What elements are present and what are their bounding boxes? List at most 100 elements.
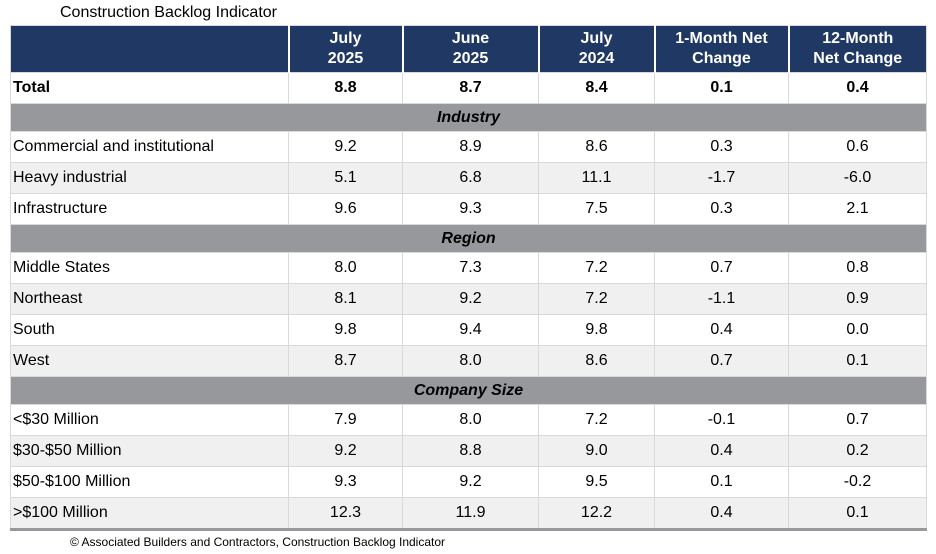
value-cell-june-2025: 8.8 [402, 435, 539, 467]
column-header-june-2025: June 2025 [401, 25, 539, 73]
column-header-july-2025: July 2025 [287, 25, 403, 73]
value-cell-july-2024: 7.2 [538, 404, 655, 436]
column-header-1-month-net-change: 1-Month Net Change [653, 25, 789, 73]
source-attribution: © Associated Builders and Contractors, C… [70, 535, 446, 549]
value-cell-1-month-net-change: 0.7 [654, 252, 789, 284]
row-label: $50-$100 Million [10, 466, 289, 498]
value-cell-july-2024: 9.0 [538, 435, 655, 467]
table-row-middle-states: Middle States 8.0 7.3 7.2 0.7 0.8 [10, 252, 927, 284]
value-cell-july-2025: 8.0 [288, 252, 403, 284]
value-cell-july-2024: 8.6 [538, 131, 655, 163]
row-label: Total [10, 72, 289, 104]
value-cell-12-month-net-change: 0.0 [788, 314, 927, 346]
value-cell-july-2024: 7.5 [538, 193, 655, 225]
value-cell-july-2025: 9.6 [288, 193, 403, 225]
section-header-company-size: Company Size [10, 376, 927, 405]
value-cell-1-month-net-change: 0.7 [654, 345, 789, 377]
value-cell-july-2024: 9.5 [538, 466, 655, 498]
page: Construction Backlog Indicator July 2025 J… [0, 4, 936, 554]
value-cell-12-month-net-change: 0.7 [788, 404, 927, 436]
value-cell-june-2025: 11.9 [402, 497, 539, 530]
value-cell-june-2025: 9.4 [402, 314, 539, 346]
value-cell-12-month-net-change: -0.2 [788, 466, 927, 498]
row-label: Northeast [10, 283, 289, 315]
value-cell-june-2025: 9.2 [402, 466, 539, 498]
value-cell-june-2025: 9.3 [402, 193, 539, 225]
value-cell-july-2024: 11.1 [538, 162, 655, 194]
section-band-company-size: Company Size [10, 376, 927, 405]
value-cell-12-month-net-change: 0.1 [788, 497, 927, 530]
row-label: $30-$50 Million [10, 435, 289, 467]
value-cell-12-month-net-change: 0.2 [788, 435, 927, 467]
value-cell-june-2025: 6.8 [402, 162, 539, 194]
table-row-30-million: <$30 Million 7.9 8.0 7.2 -0.1 0.7 [10, 404, 927, 436]
value-cell-12-month-net-change: 0.9 [788, 283, 927, 315]
value-cell-july-2024: 9.8 [538, 314, 655, 346]
value-cell-june-2025: 9.2 [402, 283, 539, 315]
column-header-july-2024: July 2024 [537, 25, 655, 73]
value-cell-july-2025: 9.3 [288, 466, 403, 498]
value-cell-june-2025: 8.0 [402, 345, 539, 377]
value-cell-1-month-net-change: -1.7 [654, 162, 789, 194]
table-row-northeast: Northeast 8.1 9.2 7.2 -1.1 0.9 [10, 283, 927, 315]
row-label: West [10, 345, 289, 377]
value-cell-july-2025: 7.9 [288, 404, 403, 436]
value-cell-1-month-net-change: 0.1 [654, 466, 789, 498]
table-row-commercial-and-institutional: Commercial and institutional 9.2 8.9 8.6 0.3… [10, 131, 927, 163]
section-band-region: Region [10, 224, 927, 253]
table-row-total: Total 8.8 8.7 8.4 0.1 0.4 [10, 72, 927, 104]
row-label: Middle States [10, 252, 289, 284]
value-cell-july-2025: 8.1 [288, 283, 403, 315]
value-cell-1-month-net-change: 0.4 [654, 435, 789, 467]
value-cell-12-month-net-change: 2.1 [788, 193, 927, 225]
value-cell-1-month-net-change: -0.1 [654, 404, 789, 436]
value-cell-july-2025: 5.1 [288, 162, 403, 194]
value-cell-1-month-net-change: 0.3 [654, 131, 789, 163]
table-header-row: July 2025 June 2025 July 2024 1-Month Net Chang… [10, 25, 927, 73]
column-header-12-month-net-change: 12-Month Net Change [787, 25, 927, 73]
value-cell-july-2025: 9.8 [288, 314, 403, 346]
value-cell-1-month-net-change: 0.1 [654, 72, 789, 104]
value-cell-july-2025: 8.8 [288, 72, 403, 104]
page-title: Construction Backlog Indicator [60, 4, 277, 21]
value-cell-july-2024: 7.2 [538, 252, 655, 284]
value-cell-12-month-net-change: 0.1 [788, 345, 927, 377]
row-label: <$30 Million [10, 404, 289, 436]
value-cell-1-month-net-change: 0.4 [654, 497, 789, 530]
table-row-30-50-million: $30-$50 Million 9.2 8.8 9.0 0.4 0.2 [10, 435, 927, 467]
value-cell-12-month-net-change: 0.6 [788, 131, 927, 163]
row-label: Commercial and institutional [10, 131, 289, 163]
value-cell-july-2024: 7.2 [538, 283, 655, 315]
table-row-infrastructure: Infrastructure 9.6 9.3 7.5 0.3 2.1 [10, 193, 927, 225]
table-row-50-100-million: $50-$100 Million 9.3 9.2 9.5 0.1 -0.2 [10, 466, 927, 498]
row-label: >$100 Million [10, 497, 289, 530]
row-label: Infrastructure [10, 193, 289, 225]
value-cell-1-month-net-change: -1.1 [654, 283, 789, 315]
value-cell-july-2025: 12.3 [288, 497, 403, 530]
value-cell-july-2025: 8.7 [288, 345, 403, 377]
row-label: Heavy industrial [10, 162, 289, 194]
table-row-west: West 8.7 8.0 8.6 0.7 0.1 [10, 345, 927, 377]
value-cell-july-2024: 8.4 [538, 72, 655, 104]
value-cell-12-month-net-change: 0.8 [788, 252, 927, 284]
table-row-100-million: >$100 Million 12.3 11.9 12.2 0.4 0.1 [10, 497, 927, 530]
value-cell-july-2024: 12.2 [538, 497, 655, 530]
value-cell-1-month-net-change: 0.4 [654, 314, 789, 346]
table-row-heavy-industrial: Heavy industrial 5.1 6.8 11.1 -1.7 -6.0 [10, 162, 927, 194]
row-label-column-header [10, 25, 289, 73]
value-cell-july-2025: 9.2 [288, 131, 403, 163]
section-header-region: Region [10, 224, 927, 253]
value-cell-12-month-net-change: -6.0 [788, 162, 927, 194]
value-cell-june-2025: 7.3 [402, 252, 539, 284]
value-cell-12-month-net-change: 0.4 [788, 72, 927, 104]
row-label: South [10, 314, 289, 346]
section-band-industry: Industry [10, 103, 927, 132]
value-cell-1-month-net-change: 0.3 [654, 193, 789, 225]
value-cell-june-2025: 8.0 [402, 404, 539, 436]
value-cell-june-2025: 8.7 [402, 72, 539, 104]
section-header-industry: Industry [10, 103, 927, 132]
value-cell-july-2025: 9.2 [288, 435, 403, 467]
backlog-table: July 2025 June 2025 July 2024 1-Month Net Chang… [10, 25, 927, 531]
value-cell-june-2025: 8.9 [402, 131, 539, 163]
value-cell-july-2024: 8.6 [538, 345, 655, 377]
